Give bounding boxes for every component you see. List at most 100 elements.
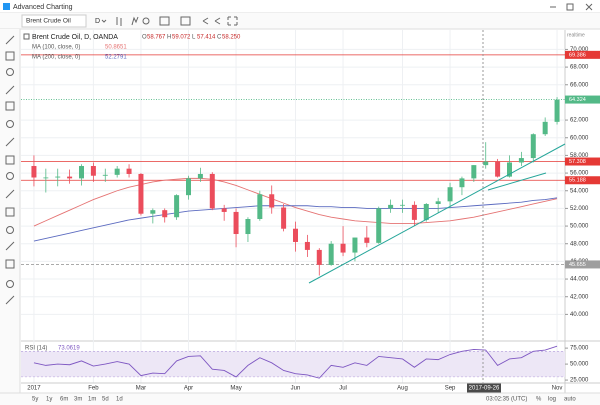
- tool-button[interactable]: [6, 120, 14, 128]
- undo-button[interactable]: [202, 17, 209, 25]
- tool-button[interactable]: [6, 280, 14, 288]
- ohlc-label: H: [167, 35, 171, 41]
- tool-button[interactable]: [5, 295, 15, 305]
- trend-line[interactable]: [308, 143, 566, 284]
- candle-body: [507, 162, 512, 177]
- tool-button[interactable]: [5, 137, 15, 147]
- candle-body: [400, 204, 405, 206]
- x-tick-label: May: [230, 386, 241, 392]
- window-title: Advanced Charting: [13, 4, 73, 11]
- candle-body: [364, 237, 370, 243]
- tool-button[interactable]: [6, 172, 14, 180]
- range-button[interactable]: 1d: [116, 397, 123, 403]
- y-tick-label: 40.000: [570, 312, 589, 318]
- legend-toggle[interactable]: [23, 33, 30, 40]
- ohlc-label: O: [142, 35, 147, 41]
- chart-style-button[interactable]: [116, 17, 122, 26]
- y-tick-label: 70.000: [570, 47, 589, 53]
- price-pane: [21, 30, 565, 341]
- range-button[interactable]: 1m: [88, 397, 96, 403]
- range-button[interactable]: 1y: [46, 397, 52, 403]
- snapshot-button[interactable]: [180, 16, 191, 26]
- tool-button[interactable]: [5, 259, 15, 269]
- tool-button[interactable]: [5, 189, 15, 199]
- candle-body: [245, 219, 251, 235]
- candle-body: [423, 203, 429, 220]
- tool-button[interactable]: [5, 207, 15, 217]
- ohlc-label: C: [217, 35, 222, 41]
- level-label: 69.386: [569, 52, 586, 58]
- close-button[interactable]: [585, 3, 593, 11]
- chart-title: Brent Crude Oil, D, OANDA: [32, 34, 118, 41]
- candle-body: [459, 178, 465, 188]
- plot: [21, 54, 565, 379]
- candle-body: [447, 187, 453, 202]
- drawing-toolbar: [0, 29, 20, 393]
- legend-entry[interactable]: MA (200, close, 0): [32, 55, 80, 61]
- ohlc-value: 57.414: [197, 35, 216, 41]
- candle-body: [162, 210, 168, 218]
- indicators-button[interactable]: [131, 16, 139, 26]
- trend-line[interactable]: [487, 172, 547, 191]
- tool-button[interactable]: [6, 226, 14, 234]
- candle-body: [495, 161, 501, 177]
- range-button[interactable]: 6m: [60, 397, 68, 403]
- candle-body: [316, 249, 322, 265]
- template-button[interactable]: [159, 16, 170, 26]
- redo-button[interactable]: [214, 17, 221, 25]
- symbol-search[interactable]: [21, 14, 87, 28]
- range-button[interactable]: 3m: [74, 397, 82, 403]
- tool-button[interactable]: [5, 155, 15, 165]
- legend-entry[interactable]: MA (100, close, 0): [32, 45, 80, 51]
- x-tick-label: 2017: [27, 386, 41, 392]
- maximize-button[interactable]: [566, 3, 574, 11]
- range-button[interactable]: 5y: [32, 397, 38, 403]
- candle-body: [186, 178, 191, 196]
- level-label: 57.308: [569, 159, 586, 165]
- y-tick-label: 25.000: [570, 378, 589, 384]
- legend: Brent Crude Oil, D, OANDA O 58.767 H 59.072 L…: [23, 33, 241, 61]
- y-tick-label: 50.000: [570, 362, 589, 368]
- tool-button[interactable]: [5, 85, 15, 95]
- tool-button[interactable]: [5, 101, 15, 111]
- tool-button[interactable]: [5, 241, 15, 251]
- y-tick-label: 68.000: [570, 65, 589, 71]
- candle-body: [269, 194, 275, 208]
- candle-body: [43, 177, 49, 179]
- scale-toggle[interactable]: log: [548, 397, 556, 403]
- drawing-tools: [5, 35, 15, 305]
- candle-body: [340, 243, 346, 253]
- x-tick-label: Feb: [88, 386, 99, 392]
- x-tick-label: Apr: [184, 386, 193, 392]
- ohlc-label: L: [192, 35, 196, 41]
- level-label-box: [565, 260, 600, 269]
- level-label: 64.324: [569, 97, 586, 103]
- interval-button[interactable]: D: [95, 18, 100, 25]
- level-label: 55.188: [569, 178, 586, 184]
- tool-button[interactable]: [5, 35, 15, 45]
- interval-dropdown[interactable]: [101, 19, 107, 23]
- candle-body: [102, 174, 108, 176]
- title-bar: [0, 0, 600, 13]
- crosshair-label-box: [467, 383, 501, 393]
- bottom-bar: [0, 393, 600, 405]
- grid: [21, 30, 568, 383]
- scale-toggle[interactable]: %: [536, 397, 542, 403]
- candle-body: [376, 208, 382, 243]
- x-tick-label: Jul: [339, 386, 347, 392]
- scale-toggle[interactable]: auto: [564, 397, 576, 403]
- rsi-title: RSI (14): [25, 346, 47, 352]
- settings-button[interactable]: [142, 17, 150, 25]
- legend-value: 52.2791: [105, 55, 127, 61]
- clock: 03:02:35 (UTC): [486, 397, 527, 403]
- candle-body: [388, 204, 394, 209]
- level-label-box: [565, 95, 600, 104]
- y-tick-label: 56.000: [570, 171, 589, 177]
- y-tick-label: 52.000: [570, 206, 589, 212]
- tool-button[interactable]: [6, 68, 14, 76]
- moving-average: [33, 197, 558, 242]
- range-button[interactable]: 5d: [102, 397, 109, 403]
- tool-button[interactable]: [5, 51, 15, 61]
- fullscreen-button[interactable]: [227, 16, 238, 26]
